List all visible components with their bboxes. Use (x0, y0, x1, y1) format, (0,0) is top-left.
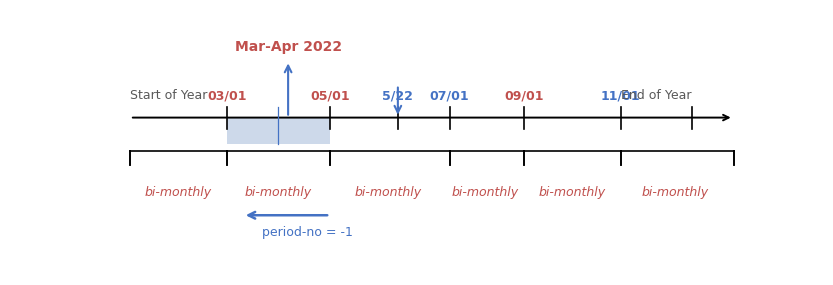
Text: bi-monthly: bi-monthly (642, 186, 709, 199)
Text: 09/01: 09/01 (504, 89, 543, 102)
Bar (227, 118, 330, 144)
Text: bi-monthly: bi-monthly (355, 186, 421, 199)
Text: Start of Year: Start of Year (130, 89, 207, 102)
Text: Mar-Apr 2022: Mar-Apr 2022 (235, 40, 342, 54)
Text: bi-monthly: bi-monthly (245, 186, 312, 199)
Text: bi-monthly: bi-monthly (539, 186, 606, 199)
Text: 11/01: 11/01 (601, 89, 641, 102)
Text: period-no = -1: period-no = -1 (262, 226, 353, 239)
Text: 03/01: 03/01 (207, 89, 247, 102)
Text: End of Year: End of Year (621, 89, 691, 102)
Text: bi-monthly: bi-monthly (145, 186, 212, 199)
Text: bi-monthly: bi-monthly (451, 186, 519, 199)
Text: 05/01: 05/01 (310, 89, 350, 102)
Text: 5/22: 5/22 (382, 89, 413, 102)
Text: 07/01: 07/01 (430, 89, 469, 102)
